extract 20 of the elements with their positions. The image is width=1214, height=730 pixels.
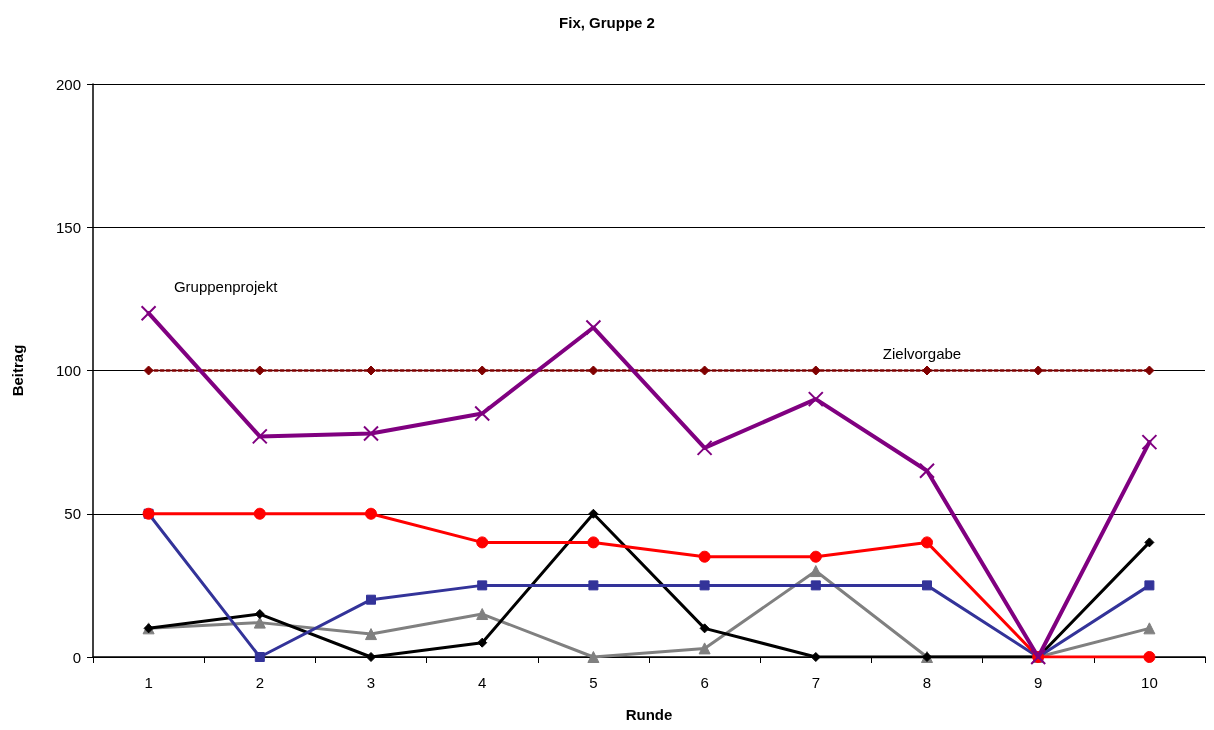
x-tick-label: 8 xyxy=(922,674,932,691)
x-tick-label: 6 xyxy=(700,674,709,691)
series-label: Gruppenprojekt xyxy=(173,277,279,295)
x-tick-label: 1 xyxy=(144,674,153,691)
series-label: Zielvorgabe xyxy=(882,344,962,362)
x-axis-title: Runde xyxy=(625,706,673,723)
x-tick-label: 3 xyxy=(366,674,376,691)
x-tick-label: 7 xyxy=(811,674,820,691)
x-tick-label: 9 xyxy=(1034,674,1043,691)
chart-title: Fix, Gruppe 2 xyxy=(559,14,655,31)
y-tick-label: 0 xyxy=(72,648,81,666)
x-tick-label: 2 xyxy=(255,674,264,691)
y-tick-label: 100 xyxy=(55,362,81,379)
y-tick-label: 200 xyxy=(55,75,81,93)
x-tick-label: 4 xyxy=(478,674,487,691)
x-tick-label: 10 xyxy=(1141,674,1158,691)
y-axis-title: Beitrag xyxy=(9,344,26,397)
x-tick-label: 5 xyxy=(589,674,598,691)
y-tick-label: 150 xyxy=(55,218,81,236)
y-tick-label: 50 xyxy=(64,505,81,523)
